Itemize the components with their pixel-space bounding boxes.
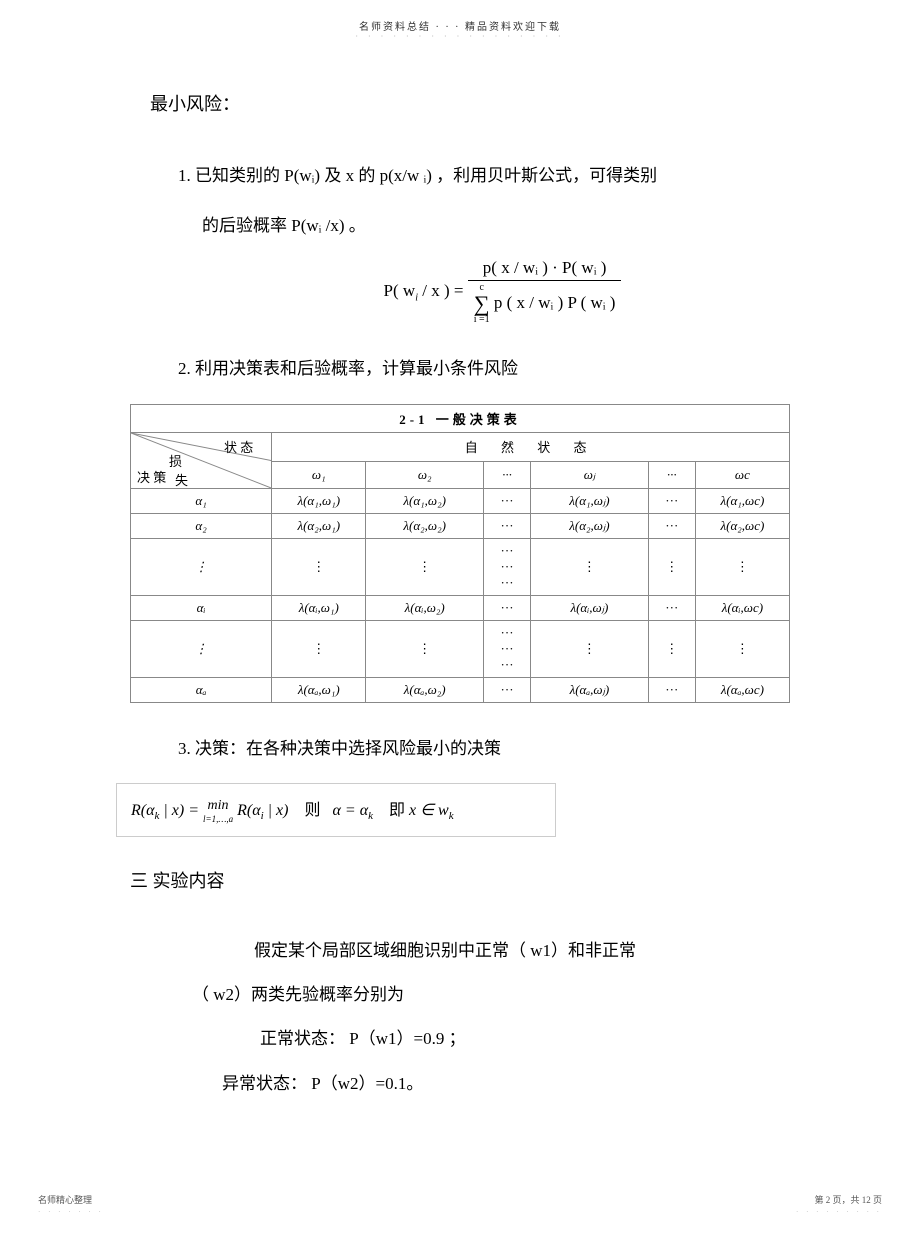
table-cell: ⋮: [695, 620, 789, 677]
item-1-line-a: 1. 已知类别的 P(wᵢ) 及 x 的 p(x/w ᵢ) ，利用贝叶斯公式，可…: [178, 154, 775, 198]
table-cell: λ(α₂,ω₂): [366, 513, 484, 538]
min-risk-formula-box: R(αk | x) = minl=1,…,a R(αi | x) 则 α = α…: [116, 783, 556, 837]
footer-right-dots: · · · · · · · · ·: [796, 1208, 882, 1216]
decision-table-wrap: 2-1 一般决策表 状 态 损失 决 策 自 然 状 态 ω₁ω₂···ωⱼ··…: [130, 404, 790, 703]
table-cell: ⋮: [366, 620, 484, 677]
table-cell: ⋮: [366, 538, 484, 595]
table-cell: ⋮: [272, 620, 366, 677]
col-header: ω₂: [366, 462, 484, 488]
col-header: ···: [648, 462, 695, 488]
col-header: ωⱼ: [531, 462, 649, 488]
footer-left: 名师精心整理: [38, 1193, 92, 1206]
table-cell: λ(α₂,ωⱼ): [531, 513, 649, 538]
table-row: αₐλ(αₐ,ω₁)λ(αₐ,ω₂)···λ(αₐ,ωⱼ)···λ(αₐ,ωc): [131, 677, 790, 702]
table-row: ⋮⋮⋮·········⋮⋮⋮: [131, 620, 790, 677]
col-header: ···: [484, 462, 531, 488]
table-cell: ·········: [484, 538, 531, 595]
row-header: α₁: [131, 488, 272, 513]
item-3: 3. 决策：在各种决策中选择风险最小的决策: [178, 727, 775, 771]
table-cell: ⋮: [272, 538, 366, 595]
section-3-title: 三 实验内容: [130, 867, 775, 893]
fraction-denominator: c ∑ i =1 p ( x / wᵢ ) P ( wᵢ ): [468, 281, 622, 325]
table-cell: ⋮: [648, 620, 695, 677]
table-cell: λ(αₐ,ωc): [695, 677, 789, 702]
table-cell: λ(α₁,ω₂): [366, 488, 484, 513]
formula-lhs: P( wi / x ) =: [384, 281, 468, 300]
page-header: 名师资料总结 · · · 精品资料欢迎下载: [359, 18, 561, 33]
row-header: αᵢ: [131, 595, 272, 620]
den-rest: p ( x / wᵢ ) P ( wᵢ ): [494, 293, 616, 312]
table-cell: λ(α₂,ω₁): [272, 513, 366, 538]
header-dots: · · · · · · · · · · · · · · · · ·: [355, 32, 564, 41]
footer-right: 第 2 页，共 12 页: [814, 1193, 882, 1206]
table-cell: λ(αₐ,ω₂): [366, 677, 484, 702]
para-4: 异常状态： P（w2）=0.1。: [222, 1062, 775, 1106]
table-cell: λ(αᵢ,ωc): [695, 595, 789, 620]
col-header: ω₁: [272, 462, 366, 488]
para-1: 假定某个局部区域细胞识别中正常（ w1）和非正常: [150, 929, 775, 973]
table-cell: λ(αᵢ,ω₂): [366, 595, 484, 620]
table-cell: ···: [484, 513, 531, 538]
table-diagonal-header: 状 态 损失 决 策: [131, 432, 272, 488]
natural-state-header: 自 然 状 态: [272, 432, 790, 462]
table-cell: λ(αₐ,ωⱼ): [531, 677, 649, 702]
table-cell: λ(αᵢ,ω₁): [272, 595, 366, 620]
decision-table: 2-1 一般决策表 状 态 损失 决 策 自 然 状 态 ω₁ω₂···ωⱼ··…: [130, 404, 790, 703]
item-1-line-b: 的后验概率 P(wᵢ /x) 。: [202, 204, 775, 248]
table-cell: ⋮: [531, 620, 649, 677]
bayes-formula: P( wi / x ) = p( x / wᵢ ) · P( wᵢ ) c ∑ …: [230, 258, 775, 325]
table-cell: λ(αᵢ,ωⱼ): [531, 595, 649, 620]
item-2: 2. 利用决策表和后验概率，计算最小条件风险: [178, 347, 775, 391]
table-row: αᵢλ(αᵢ,ω₁)λ(αᵢ,ω₂)···λ(αᵢ,ωⱼ)···λ(αᵢ,ωc): [131, 595, 790, 620]
diag-label-loss: 损失: [163, 451, 188, 489]
diag-label-decision: 决 策: [137, 467, 166, 486]
table-cell: λ(α₁,ω₁): [272, 488, 366, 513]
table-cell: ···: [484, 595, 531, 620]
table-cell: λ(α₂,ωc): [695, 513, 789, 538]
table-cell: ⋮: [648, 538, 695, 595]
para-3: 正常状态： P（w1）=0.9 ；: [260, 1017, 775, 1061]
table-caption: 2-1 一般决策表: [131, 404, 790, 432]
summation: c ∑ i =1: [474, 283, 490, 325]
table-cell: λ(α₁,ωⱼ): [531, 488, 649, 513]
table-cell: ···: [648, 513, 695, 538]
table-cell: ⋮: [695, 538, 789, 595]
table-cell: ···: [648, 488, 695, 513]
fraction: p( x / wᵢ ) · P( wᵢ ) c ∑ i =1 p ( x / w…: [468, 258, 622, 325]
table-row: α₂λ(α₂,ω₁)λ(α₂,ω₂)···λ(α₂,ωⱼ)···λ(α₂,ωc): [131, 513, 790, 538]
row-header: ⋮: [131, 620, 272, 677]
row-header: αₐ: [131, 677, 272, 702]
row-header: α₂: [131, 513, 272, 538]
section-min-risk-title: 最小风险：: [150, 90, 775, 116]
col-header: ωc: [695, 462, 789, 488]
table-cell: ⋮: [531, 538, 649, 595]
table-cell: ·········: [484, 620, 531, 677]
main-content: 最小风险： 1. 已知类别的 P(wᵢ) 及 x 的 p(x/w ᵢ) ，利用贝…: [150, 90, 775, 1106]
table-cell: ···: [648, 595, 695, 620]
fraction-numerator: p( x / wᵢ ) · P( wᵢ ): [468, 258, 622, 281]
table-cell: ···: [484, 677, 531, 702]
table-row: α₁λ(α₁,ω₁)λ(α₁,ω₂)···λ(α₁,ωⱼ)···λ(α₁,ωc): [131, 488, 790, 513]
table-cell: λ(αₐ,ω₁): [272, 677, 366, 702]
table-cell: ···: [648, 677, 695, 702]
footer-left-dots: · · · · · · ·: [38, 1208, 104, 1216]
diag-label-state: 状 态: [224, 437, 253, 456]
table-row: ⋮⋮⋮·········⋮⋮⋮: [131, 538, 790, 595]
row-header: ⋮: [131, 538, 272, 595]
table-cell: λ(α₁,ωc): [695, 488, 789, 513]
para-2: （ w2）两类先验概率分别为: [192, 973, 775, 1017]
table-cell: ···: [484, 488, 531, 513]
